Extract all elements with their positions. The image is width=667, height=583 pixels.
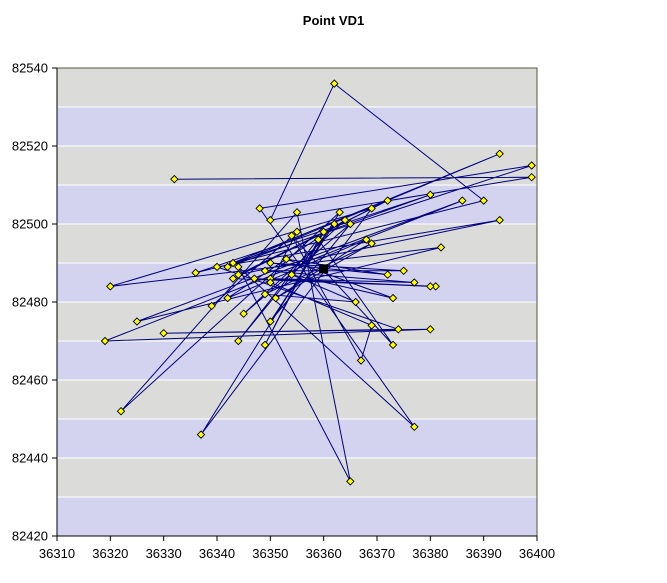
data-point-marker (223, 262, 232, 272)
y-axis-tick-label: 82540 (12, 61, 48, 76)
data-point-marker (351, 297, 360, 307)
data-point-marker (159, 328, 168, 338)
data-point-marker (292, 208, 302, 217)
x-axis-tick-label: 36330 (146, 546, 182, 561)
data-point-marker (426, 325, 435, 334)
data-point-marker (207, 301, 216, 311)
data-point-marker (287, 270, 296, 279)
data-point-marker (116, 406, 126, 416)
data-point-marker (436, 243, 446, 252)
data-point-marker (383, 196, 392, 205)
data-point-marker (527, 172, 536, 182)
x-axis-tick-label: 36320 (92, 546, 128, 561)
plot-band (57, 341, 537, 380)
data-point-marker (388, 293, 398, 303)
data-point-marker (260, 340, 270, 350)
data-point-marker (367, 204, 376, 213)
data-point-marker (234, 270, 243, 279)
data-point-marker (234, 336, 243, 346)
data-point-marker (132, 317, 142, 326)
data-point-marker (495, 149, 504, 159)
data-point-marker (250, 274, 259, 283)
mean-point-marker (319, 264, 329, 274)
x-axis-tick-label: 36390 (466, 546, 502, 561)
data-point-marker (196, 430, 206, 439)
plot-band (57, 497, 537, 536)
data-point-marker (479, 196, 488, 205)
data-point-marker (191, 268, 200, 277)
data-point-marker (335, 208, 344, 217)
plot-band (57, 185, 537, 224)
data-point-marker (266, 258, 275, 268)
data-point-marker (223, 293, 232, 303)
data-point-marker (266, 278, 275, 287)
data-point-marker (383, 270, 392, 279)
plot-band (57, 380, 537, 419)
data-point-marker (399, 266, 408, 276)
y-axis-tick-label: 82420 (12, 529, 48, 544)
data-point-marker (292, 227, 302, 237)
x-axis-tick-label: 36310 (39, 546, 75, 561)
plot-band (57, 419, 537, 458)
plot-band (57, 458, 537, 497)
x-axis-tick-label: 36400 (519, 546, 555, 561)
data-point-marker (394, 325, 403, 334)
data-point-marker (356, 356, 366, 365)
y-axis-tick-label: 82480 (12, 295, 48, 310)
data-point-marker (239, 309, 248, 318)
data-point-marker (346, 219, 355, 229)
x-axis-tick-label: 36360 (306, 546, 342, 561)
data-point-marker (346, 477, 355, 486)
data-point-marker (330, 79, 339, 88)
x-axis-tick-label: 36340 (199, 546, 235, 561)
data-point-marker (426, 282, 435, 291)
plot-band (57, 68, 537, 107)
x-axis-tick-label: 36350 (252, 546, 288, 561)
data-point-marker (388, 340, 398, 350)
data-point-marker (228, 274, 238, 283)
data-point-marker (260, 289, 270, 299)
data-point-marker (340, 215, 350, 225)
data-point-marker (410, 278, 419, 287)
data-point-marker (271, 293, 280, 303)
data-point-marker (367, 321, 376, 330)
plot-band (57, 146, 537, 185)
data-point-marker (228, 258, 238, 268)
data-point-marker (212, 262, 222, 272)
data-point-marker (170, 174, 179, 184)
chart-title: Point VD1 (302, 13, 365, 28)
data-point-marker (106, 282, 115, 291)
y-axis-tick-label: 82520 (12, 139, 48, 154)
data-point-marker (287, 231, 296, 240)
data-point-marker (260, 266, 270, 276)
y-axis-tick-label: 82440 (12, 451, 48, 466)
data-point-marker (426, 190, 435, 199)
data-point-marker (255, 204, 264, 213)
data-point-marker (495, 215, 504, 225)
plot-band (57, 107, 537, 146)
x-axis-tick-label: 36380 (412, 546, 448, 561)
y-axis-tick-label: 82500 (12, 217, 48, 232)
data-point-marker (458, 196, 467, 205)
data-point-marker (330, 219, 339, 229)
data-point-marker (410, 422, 419, 432)
data-point-marker (282, 254, 291, 264)
data-point-marker (314, 235, 323, 244)
data-point-marker (266, 317, 275, 326)
data-point-marker (319, 227, 328, 237)
data-point-marker (367, 239, 376, 248)
data-point-marker (527, 161, 536, 170)
data-point-marker (100, 336, 110, 346)
data-point-marker (362, 235, 371, 244)
y-axis-tick-label: 82460 (12, 373, 48, 388)
x-axis-tick-label: 36370 (359, 546, 395, 561)
data-point-marker (266, 215, 275, 225)
